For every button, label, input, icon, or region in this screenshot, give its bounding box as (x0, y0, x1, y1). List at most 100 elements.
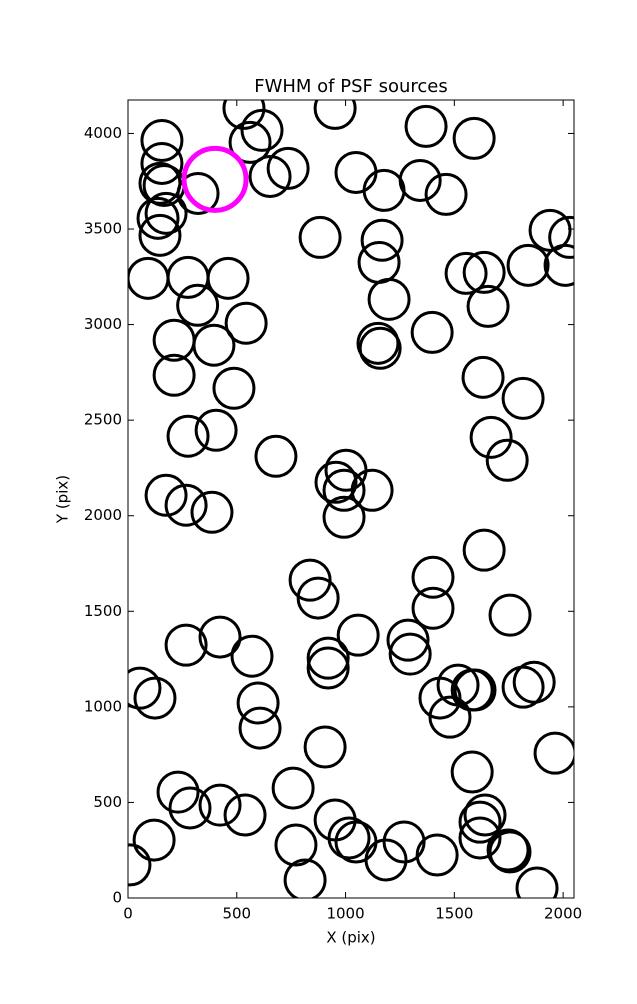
source-marker (166, 255, 210, 299)
source-marker (271, 766, 315, 810)
source-marker (452, 116, 496, 160)
x-tick-label: 1000 (326, 905, 364, 923)
source-marker (136, 196, 180, 240)
y-axis-label: Y (pix) (54, 475, 72, 524)
source-marker (533, 731, 574, 775)
x-tick-label: 0 (123, 905, 133, 923)
y-tick-label: 1500 (84, 602, 122, 620)
source-marker (306, 636, 350, 680)
source-marker (357, 240, 401, 284)
source-marker (212, 366, 256, 410)
source-marker (488, 830, 532, 874)
source-marker (192, 323, 236, 367)
source-marker (190, 490, 234, 534)
source-marker (198, 615, 242, 659)
x-axis-label: X (pix) (326, 929, 375, 947)
source-marker (296, 576, 340, 620)
source-marker (144, 191, 188, 235)
source-marker (138, 161, 182, 205)
source-marker (298, 215, 342, 259)
source-marker (404, 104, 448, 148)
source-marker (230, 634, 274, 678)
source-marker (322, 468, 366, 512)
source-marker (306, 646, 350, 690)
source-marker (462, 528, 506, 572)
source-marker (428, 695, 472, 739)
source-marker (322, 495, 366, 539)
source-marker (488, 593, 532, 637)
source-marker (364, 838, 408, 882)
source-marker (463, 793, 507, 837)
source-marker (382, 820, 426, 864)
source-marker (152, 353, 196, 397)
source-marker (168, 786, 212, 830)
y-tick-label: 3000 (84, 315, 122, 333)
source-marker (336, 613, 380, 657)
source-marker (314, 460, 358, 504)
x-tick-label: 500 (222, 905, 251, 923)
source-marker (506, 243, 550, 287)
source-marker (388, 632, 432, 676)
source-marker (228, 120, 272, 164)
source-marker (453, 668, 497, 712)
source-marker (248, 154, 292, 198)
source-marker (303, 725, 347, 769)
source-marker (424, 172, 468, 216)
source-marker (156, 770, 200, 814)
y-tick-label: 500 (93, 793, 122, 811)
source-marker (415, 833, 459, 877)
source-marker (362, 168, 406, 212)
y-tick-label: 2500 (84, 411, 122, 429)
source-marker (458, 800, 502, 844)
source-marker (501, 376, 545, 420)
source-marker (236, 681, 280, 725)
source-marker (411, 586, 455, 630)
plot-frame (127, 99, 575, 899)
source-marker (548, 215, 574, 259)
source-marker (128, 666, 162, 710)
source-marker (194, 408, 238, 452)
source-marker (274, 823, 318, 867)
source-marker (288, 558, 332, 602)
y-tick-label: 3500 (84, 220, 122, 238)
source-marker (398, 158, 442, 202)
source-marker (327, 816, 371, 860)
source-marker (444, 251, 488, 295)
source-marker (254, 434, 298, 478)
source-marker (176, 283, 220, 327)
source-marker (132, 818, 176, 862)
chart-title: FWHM of PSF sources (254, 76, 448, 97)
source-marker (485, 438, 529, 482)
source-marker (350, 468, 394, 512)
source-marker (238, 706, 282, 750)
source-marker (411, 555, 455, 599)
source-marker (450, 750, 494, 794)
source-marker (206, 256, 250, 300)
source-marker (166, 414, 210, 458)
source-marker (515, 866, 559, 898)
x-tick-label: 1500 (435, 905, 473, 923)
source-marker (223, 793, 267, 837)
y-tick-label: 4000 (84, 124, 122, 142)
source-marker (198, 783, 242, 827)
source-marker (469, 415, 513, 459)
source-marker (466, 284, 510, 328)
source-marker (367, 277, 411, 321)
source-marker (512, 660, 556, 704)
source-marker (356, 321, 400, 365)
source-marker (240, 108, 284, 152)
source-marker (138, 213, 182, 257)
source-marker (222, 100, 266, 130)
source-marker (543, 243, 574, 287)
source-marker (266, 146, 310, 190)
source-marker (462, 250, 506, 294)
source-marker (334, 150, 378, 194)
source-marker (133, 676, 177, 720)
source-marker (313, 798, 357, 842)
source-marker (140, 141, 184, 185)
plot-area (128, 100, 574, 898)
source-marker (164, 623, 208, 667)
source-marker (140, 119, 184, 163)
x-tick-label: 2000 (544, 905, 582, 923)
source-marker (486, 828, 530, 872)
